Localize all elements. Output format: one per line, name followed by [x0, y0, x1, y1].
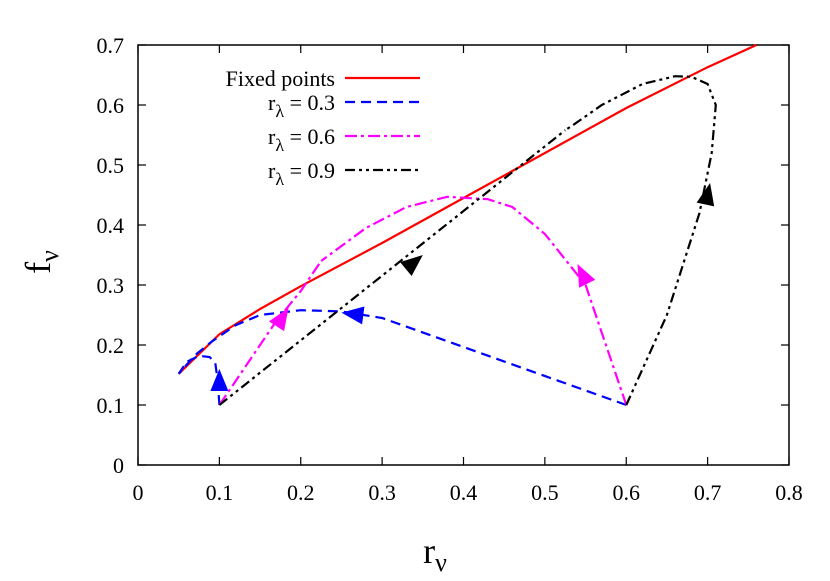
- direction-arrow: [268, 307, 289, 332]
- x-tick-label: 0.6: [613, 480, 641, 505]
- trajectory-line: [177, 354, 221, 406]
- direction-arrow: [341, 306, 365, 325]
- plot-frame: [137, 44, 790, 466]
- x-tick-label: 0: [133, 480, 144, 505]
- direction-arrow: [577, 264, 596, 288]
- legend-label: rλ = 0.6: [268, 124, 335, 155]
- legend-label: rλ = 0.3: [268, 90, 335, 121]
- y-tick-label: 0.6: [97, 93, 125, 118]
- x-axis-label: rν: [423, 531, 447, 577]
- series-3: [218, 75, 717, 406]
- series-1: [177, 306, 627, 407]
- legend-label: rλ = 0.9: [268, 158, 335, 189]
- x-tick-label: 0.8: [775, 480, 803, 505]
- series-0: [177, 43, 757, 375]
- trajectory-line: [320, 195, 628, 406]
- trajectory-line: [218, 260, 323, 406]
- y-tick-label: 0.2: [97, 333, 125, 358]
- direction-arrow: [696, 183, 715, 207]
- series-2: [218, 195, 628, 406]
- trajectory-line: [218, 129, 566, 406]
- x-tick-label: 0.3: [368, 480, 396, 505]
- y-axis-label: fν: [18, 250, 64, 274]
- y-tick-label: 0.3: [97, 273, 125, 298]
- x-tick-label: 0.2: [287, 480, 315, 505]
- y-tick-label: 0: [113, 453, 124, 478]
- x-tick-label: 0.4: [450, 480, 478, 505]
- x-tick-label: 0.7: [694, 480, 722, 505]
- direction-arrow: [210, 369, 229, 391]
- y-tick-label: 0.7: [97, 33, 125, 58]
- x-tick-label: 0.5: [531, 480, 559, 505]
- trajectory-line: [564, 75, 717, 406]
- trajectory-line: [177, 43, 757, 375]
- direction-arrow: [400, 255, 423, 276]
- legend-label: Fixed points: [226, 66, 335, 91]
- trajectory-line: [177, 309, 627, 407]
- y-tick-label: 0.4: [97, 213, 125, 238]
- y-tick-label: 0.5: [97, 153, 125, 178]
- y-tick-label: 0.1: [97, 393, 125, 418]
- x-tick-label: 0.1: [206, 480, 234, 505]
